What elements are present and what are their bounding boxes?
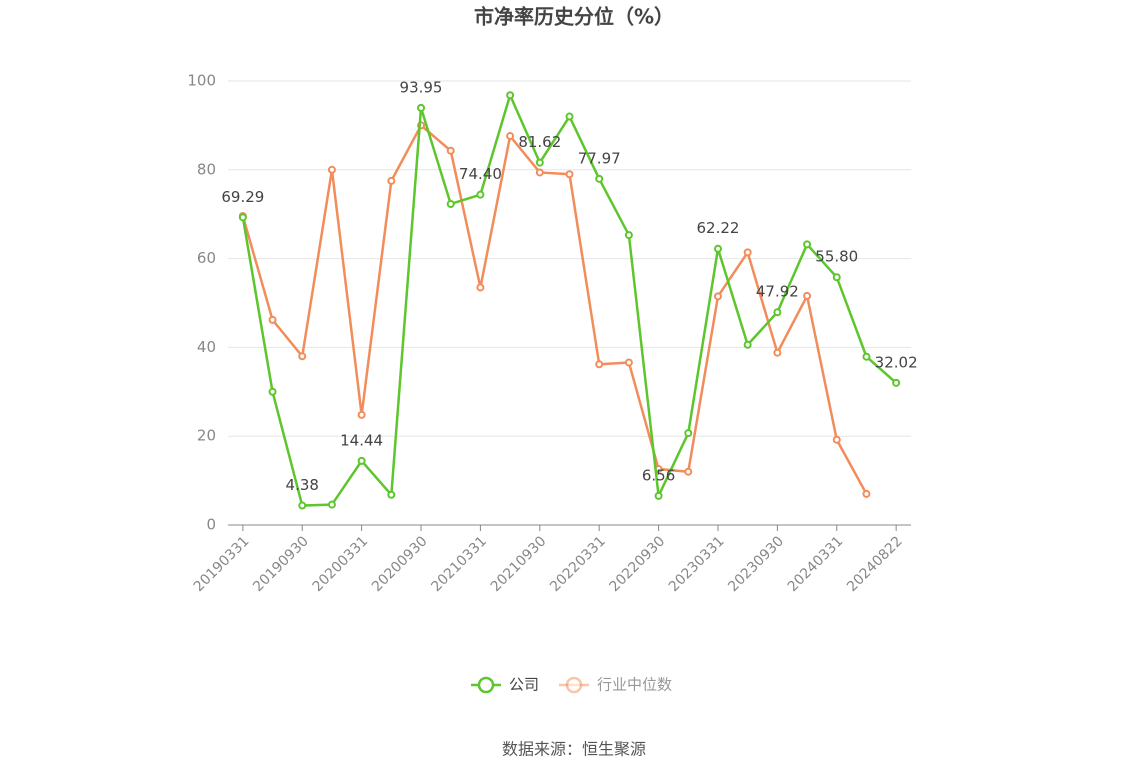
y-tick-label: 60 (197, 249, 216, 267)
point (713, 244, 722, 253)
point (892, 378, 901, 387)
legend-label: 公司 (509, 676, 539, 694)
x-tick-label: 20200930 (369, 533, 431, 595)
point (595, 360, 604, 369)
point (684, 429, 693, 438)
point (506, 132, 515, 141)
series-line (241, 123, 868, 495)
point (327, 500, 336, 509)
x-tick-label: 20200331 (310, 533, 372, 595)
point (743, 248, 752, 257)
legend-label: 行业中位数 (597, 676, 672, 694)
point (476, 283, 485, 292)
x-tick-label: 20220331 (547, 533, 609, 595)
x-tick-label: 20190930 (250, 533, 312, 595)
y-tick-label: 40 (197, 338, 216, 356)
point (506, 91, 515, 100)
point (832, 273, 841, 282)
x-tick-label: 20230930 (725, 533, 787, 595)
x-tick-label: 20190331 (191, 533, 253, 595)
y-tick-label: 20 (197, 427, 216, 445)
x-tick-label: 20230331 (666, 533, 728, 595)
point (773, 308, 782, 317)
point (803, 291, 812, 300)
source: 数据来源：恒生聚源 (502, 740, 646, 759)
data-label: 93.95 (400, 78, 443, 96)
data-label: 32.02 (875, 353, 918, 371)
point (654, 491, 663, 500)
x-tick-label: 20210930 (488, 533, 550, 595)
data-label: 14.44 (340, 431, 383, 449)
point (565, 112, 574, 121)
point (476, 190, 485, 199)
x-tick-label: 20240331 (785, 533, 847, 595)
point (535, 168, 544, 177)
data-label: 77.97 (578, 149, 621, 167)
data-label: 69.29 (221, 188, 264, 206)
x-tick-label: 20240822 (844, 533, 906, 595)
point (357, 410, 366, 419)
data-label: 55.80 (815, 248, 858, 266)
data-label: 81.62 (518, 133, 561, 151)
point (624, 231, 633, 240)
point (862, 352, 871, 361)
point (298, 352, 307, 361)
point (268, 387, 277, 396)
data-label: 6.56 (642, 466, 675, 484)
point (803, 240, 812, 249)
point (357, 456, 366, 465)
point (565, 170, 574, 179)
point (387, 176, 396, 185)
y-tick-label: 80 (197, 160, 216, 178)
point (773, 348, 782, 357)
point (832, 435, 841, 444)
x-tick-label: 20220930 (607, 533, 669, 595)
point (624, 358, 633, 367)
y-tick-label: 100 (187, 72, 216, 90)
point (327, 165, 336, 174)
point (446, 199, 455, 208)
point (713, 292, 722, 301)
point (238, 213, 247, 222)
point (743, 340, 752, 349)
data-label: 47.92 (756, 283, 799, 301)
legend-marker (565, 676, 583, 694)
point (446, 146, 455, 155)
point (684, 467, 693, 476)
x-tick-label: 20210331 (428, 533, 490, 595)
point (268, 315, 277, 324)
data-label: 4.38 (286, 476, 319, 494)
legend-marker (477, 676, 495, 694)
point (298, 501, 307, 510)
point (595, 174, 604, 183)
point (417, 103, 426, 112)
chart-title: 市净率历史分位（%） (474, 5, 674, 29)
data-label: 74.40 (459, 165, 502, 183)
point (862, 489, 871, 498)
y-tick-label: 0 (206, 516, 216, 534)
point (535, 158, 544, 167)
point (387, 490, 396, 499)
data-label: 62.22 (697, 219, 740, 237)
